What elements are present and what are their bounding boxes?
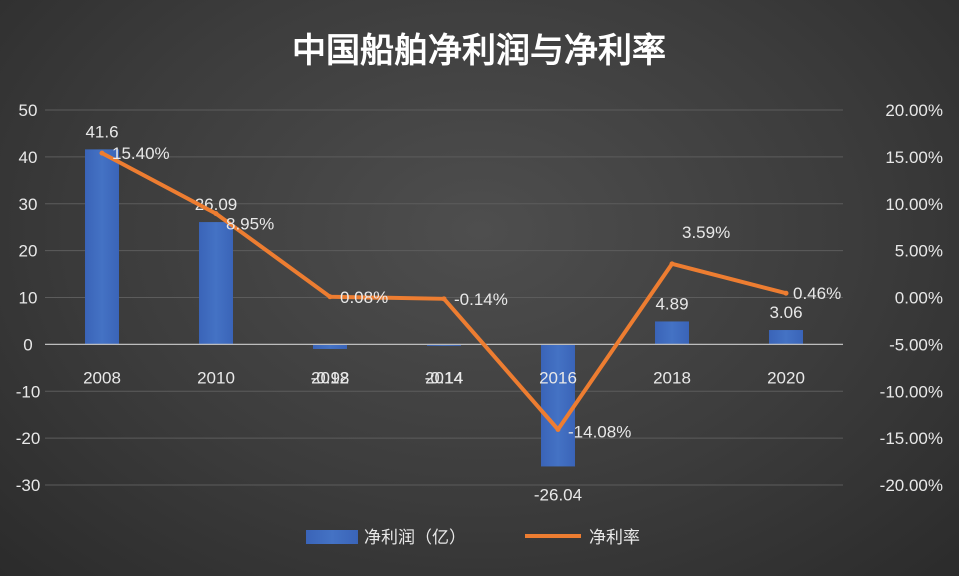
bar-data-label: -0.98 — [311, 368, 350, 387]
line-data-label: -14.08% — [568, 423, 631, 442]
y-left-tick-label: -30 — [16, 476, 41, 495]
line-data-label: 3.59% — [682, 223, 730, 242]
line-point — [441, 296, 447, 302]
legend-line-label: 净利率 — [589, 528, 640, 548]
y-right-tick-label: -10.00% — [880, 382, 943, 401]
x-tick-label: 2016 — [539, 368, 577, 387]
bar — [541, 344, 575, 467]
y-right-tick-label: -15.00% — [880, 429, 943, 448]
bar — [427, 344, 461, 346]
line-data-label: 0.08% — [340, 288, 388, 307]
bar-data-label: -0.14 — [425, 368, 464, 387]
x-tick-label: 2018 — [653, 368, 691, 387]
bar-data-label: -26.04 — [534, 485, 582, 504]
bar — [655, 321, 689, 345]
line-point — [213, 211, 219, 217]
bar-data-label: 3.06 — [769, 303, 802, 322]
bar — [85, 149, 119, 345]
line-point — [669, 261, 675, 267]
y-right-tick-label: 0.00% — [895, 289, 943, 308]
line-data-label: 15.40% — [112, 144, 170, 163]
y-right-tick-label: 15.00% — [885, 148, 943, 167]
x-tick-label: 2008 — [83, 368, 121, 387]
line-data-label: 8.95% — [226, 215, 274, 234]
y-left-tick-label: 20 — [19, 242, 38, 261]
line-point — [99, 150, 105, 156]
x-tick-label: 2010 — [197, 368, 235, 387]
y-left-tick-label: 0 — [23, 335, 32, 354]
legend-bar-swatch — [306, 530, 358, 544]
y-left-tick-label: 10 — [19, 289, 38, 308]
y-right-tick-label: -20.00% — [880, 476, 943, 495]
y-left-tick-label: -20 — [16, 429, 41, 448]
y-right-tick-label: 10.00% — [885, 195, 943, 214]
bar-data-label: 41.6 — [85, 122, 118, 141]
chart-title: 中国船舶净利润与净利率 — [292, 31, 666, 71]
y-right-tick-label: 20.00% — [885, 101, 943, 120]
line-point — [555, 427, 561, 432]
y-left-tick-label: -10 — [16, 382, 41, 401]
x-tick-label: 2020 — [767, 368, 805, 387]
x-tick-label: 2012 — [311, 368, 349, 387]
line-data-label: -0.14% — [454, 290, 508, 309]
x-tick-label: 2014 — [425, 368, 463, 387]
y-left-tick-label: 50 — [19, 101, 38, 120]
line-data-label: 0.46% — [793, 284, 841, 303]
line-point — [327, 294, 333, 300]
y-right-tick-label: 5.00% — [895, 242, 943, 261]
y-left-tick-label: 40 — [19, 148, 38, 167]
line-point — [783, 290, 789, 296]
legend-bar-label: 净利润（亿） — [364, 528, 466, 548]
bar — [769, 330, 803, 345]
y-left-tick-label: 30 — [19, 195, 38, 214]
bar — [199, 222, 233, 345]
bar — [313, 344, 347, 349]
bar-data-label: 4.89 — [655, 294, 688, 313]
y-right-tick-label: -5.00% — [889, 335, 943, 354]
